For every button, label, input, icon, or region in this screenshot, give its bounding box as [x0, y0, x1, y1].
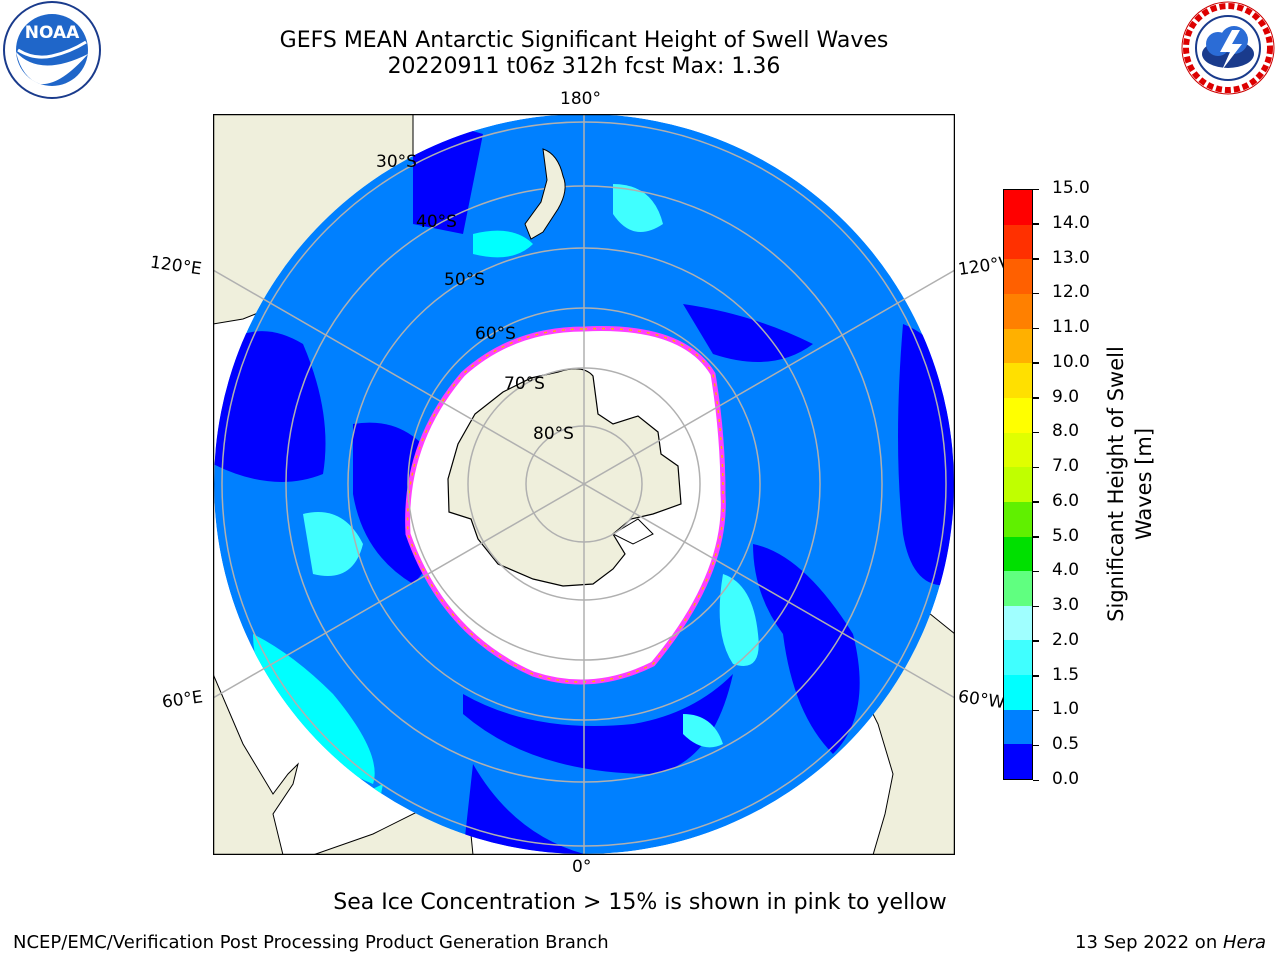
colorbar-tick-mark — [1033, 223, 1039, 225]
sea-ice-note: Sea Ice Concentration > 15% is shown in … — [333, 890, 947, 915]
colorbar-tick-label: 1.5 — [1052, 664, 1080, 685]
lat-label-30s: 30°S — [376, 152, 417, 172]
colorbar-segment — [1004, 363, 1032, 398]
colorbar-segment — [1004, 190, 1032, 225]
colorbar-tick-label: 3.0 — [1052, 595, 1080, 616]
colorbar — [1003, 189, 1033, 780]
colorbar-tick-label: 6.0 — [1052, 490, 1080, 511]
colorbar-tick-mark — [1033, 292, 1039, 295]
colorbar-tick-label: 4.0 — [1052, 560, 1080, 581]
colorbar-tick-label: 7.0 — [1052, 456, 1080, 477]
colorbar-tick-mark — [1033, 709, 1039, 712]
lon-label-60w: 60°W — [956, 686, 1007, 714]
colorbar-segment — [1004, 675, 1032, 710]
colorbar-tick-label: 9.0 — [1052, 386, 1080, 407]
lon-label-120e: 120°E — [148, 252, 203, 280]
lat-label-50s: 50°S — [444, 270, 485, 290]
colorbar-segment — [1004, 432, 1032, 468]
lat-label-40s: 40°S — [416, 212, 457, 232]
colorbar-tick-label: 0.5 — [1052, 734, 1080, 755]
colorbar-title: Significant Height of Swell Waves [m] — [1102, 284, 1158, 684]
lon-label-180: 180° — [560, 89, 601, 109]
chart-subtitle: 20220911 t06z 312h fcst Max: 1.36 — [387, 54, 781, 79]
colorbar-tick-mark — [1033, 536, 1039, 538]
colorbar-tick-mark — [1033, 501, 1039, 503]
footer-date-text: 13 Sep 2022 on — [1075, 932, 1223, 953]
colorbar-segment — [1004, 640, 1032, 676]
colorbar-tick-label: 10.0 — [1052, 351, 1090, 372]
noaa-logo-icon: NOAA — [0, 0, 106, 100]
lat-label-70s: 70°S — [504, 374, 545, 394]
lon-label-60e: 60°E — [160, 687, 205, 713]
colorbar-title-line1: Significant Height of Swell — [1104, 346, 1128, 622]
colorbar-segment — [1004, 709, 1032, 745]
colorbar-tick-mark — [1033, 431, 1039, 434]
lat-label-80s: 80°S — [533, 424, 574, 444]
footer-host: Hera — [1222, 932, 1266, 953]
svg-text:NOAA: NOAA — [25, 23, 80, 43]
lon-label-0: 0° — [572, 857, 592, 877]
colorbar-segment — [1004, 328, 1032, 364]
colorbar-tick-mark — [1033, 188, 1039, 190]
colorbar-tick-label: 1.0 — [1052, 699, 1080, 720]
colorbar-tick-mark — [1033, 466, 1039, 469]
colorbar-tick-label: 2.0 — [1052, 629, 1080, 650]
colorbar-segment — [1004, 744, 1032, 779]
colorbar-segment — [1004, 259, 1032, 295]
colorbar-tick-label: 14.0 — [1052, 212, 1090, 233]
colorbar-segment — [1004, 467, 1032, 502]
colorbar-tick-label: 15.0 — [1052, 178, 1090, 198]
colorbar-segment — [1004, 294, 1032, 329]
colorbar-tick-mark — [1033, 570, 1039, 573]
colorbar-tick-label: 12.0 — [1052, 282, 1090, 303]
colorbar-segment — [1004, 224, 1032, 260]
colorbar-tick-mark — [1033, 258, 1039, 260]
colorbar-tick-mark — [1033, 640, 1039, 642]
footer-credit: NCEP/EMC/Verification Post Processing Pr… — [13, 932, 609, 953]
colorbar-tick-label: 0.0 — [1052, 769, 1080, 789]
colorbar-segment — [1004, 605, 1032, 641]
colorbar-tick-label: 8.0 — [1052, 421, 1080, 442]
colorbar-title-line2: Waves [m] — [1132, 427, 1156, 541]
colorbar-tick-label: 5.0 — [1052, 525, 1080, 546]
nws-logo-icon — [1172, 0, 1280, 100]
footer-date: 13 Sep 2022 on Hera — [1075, 932, 1266, 953]
colorbar-tick-mark — [1033, 605, 1039, 608]
colorbar-segment — [1004, 571, 1032, 606]
colorbar-tick-mark — [1033, 675, 1039, 677]
colorbar-segment — [1004, 536, 1032, 572]
colorbar-tick-mark — [1033, 779, 1039, 781]
lat-label-60s: 60°S — [475, 324, 516, 344]
colorbar-segment — [1004, 397, 1032, 433]
colorbar-tick-mark — [1033, 327, 1039, 330]
colorbar-tick-mark — [1033, 397, 1039, 399]
colorbar-tick-label: 11.0 — [1052, 317, 1090, 338]
polar-map — [212, 113, 956, 856]
colorbar-tick-mark — [1033, 744, 1039, 747]
chart-title: GEFS MEAN Antarctic Significant Height o… — [279, 28, 889, 53]
colorbar-tick-mark — [1033, 362, 1039, 364]
colorbar-segment — [1004, 501, 1032, 537]
colorbar-tick-label: 13.0 — [1052, 247, 1090, 268]
